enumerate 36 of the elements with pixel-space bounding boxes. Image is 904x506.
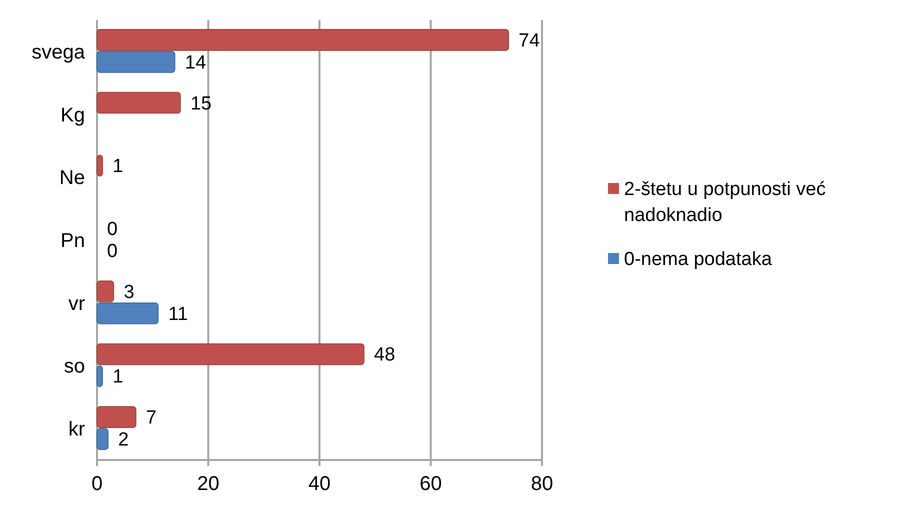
data-label: 74 bbox=[518, 30, 540, 52]
bar bbox=[96, 51, 176, 73]
bar bbox=[96, 365, 103, 388]
legend-label: 0-nema podataka bbox=[624, 249, 772, 270]
bar bbox=[96, 428, 109, 450]
bar bbox=[96, 154, 103, 177]
x-tick-label: 0 bbox=[91, 473, 103, 495]
data-label: 1 bbox=[112, 366, 124, 388]
bar bbox=[96, 406, 136, 428]
x-tick-label: 40 bbox=[308, 473, 331, 495]
y-tick-label: vr bbox=[68, 292, 86, 315]
bar bbox=[96, 302, 159, 324]
data-label: 2 bbox=[118, 430, 129, 451]
y-tick-label: svega bbox=[32, 41, 86, 64]
y-tick-label: kr bbox=[68, 418, 86, 441]
x-tick-label: 80 bbox=[530, 473, 554, 495]
data-label: 14 bbox=[184, 52, 206, 74]
y-tick-label: Pn bbox=[60, 230, 85, 252]
data-label: 48 bbox=[374, 344, 396, 366]
data-label: 11 bbox=[168, 304, 188, 325]
bar bbox=[96, 280, 114, 302]
data-label: 15 bbox=[190, 93, 212, 114]
data-label: 7 bbox=[146, 408, 157, 429]
y-tick-label: Ne bbox=[59, 167, 85, 190]
data-label: 1 bbox=[112, 156, 124, 178]
data-label: 3 bbox=[124, 282, 134, 303]
bar bbox=[96, 29, 510, 51]
data-label: 0 bbox=[107, 219, 118, 240]
y-tick-label: so bbox=[64, 356, 85, 378]
x-tick-label: 20 bbox=[197, 473, 220, 495]
y-tick-label: Kg bbox=[60, 104, 85, 126]
legend-label: 2-štetu u potpunosti već nadoknadio bbox=[624, 179, 826, 226]
x-tick-label: 60 bbox=[420, 473, 442, 495]
bar bbox=[96, 343, 364, 366]
bar bbox=[96, 92, 181, 114]
data-label: 0 bbox=[107, 241, 118, 262]
